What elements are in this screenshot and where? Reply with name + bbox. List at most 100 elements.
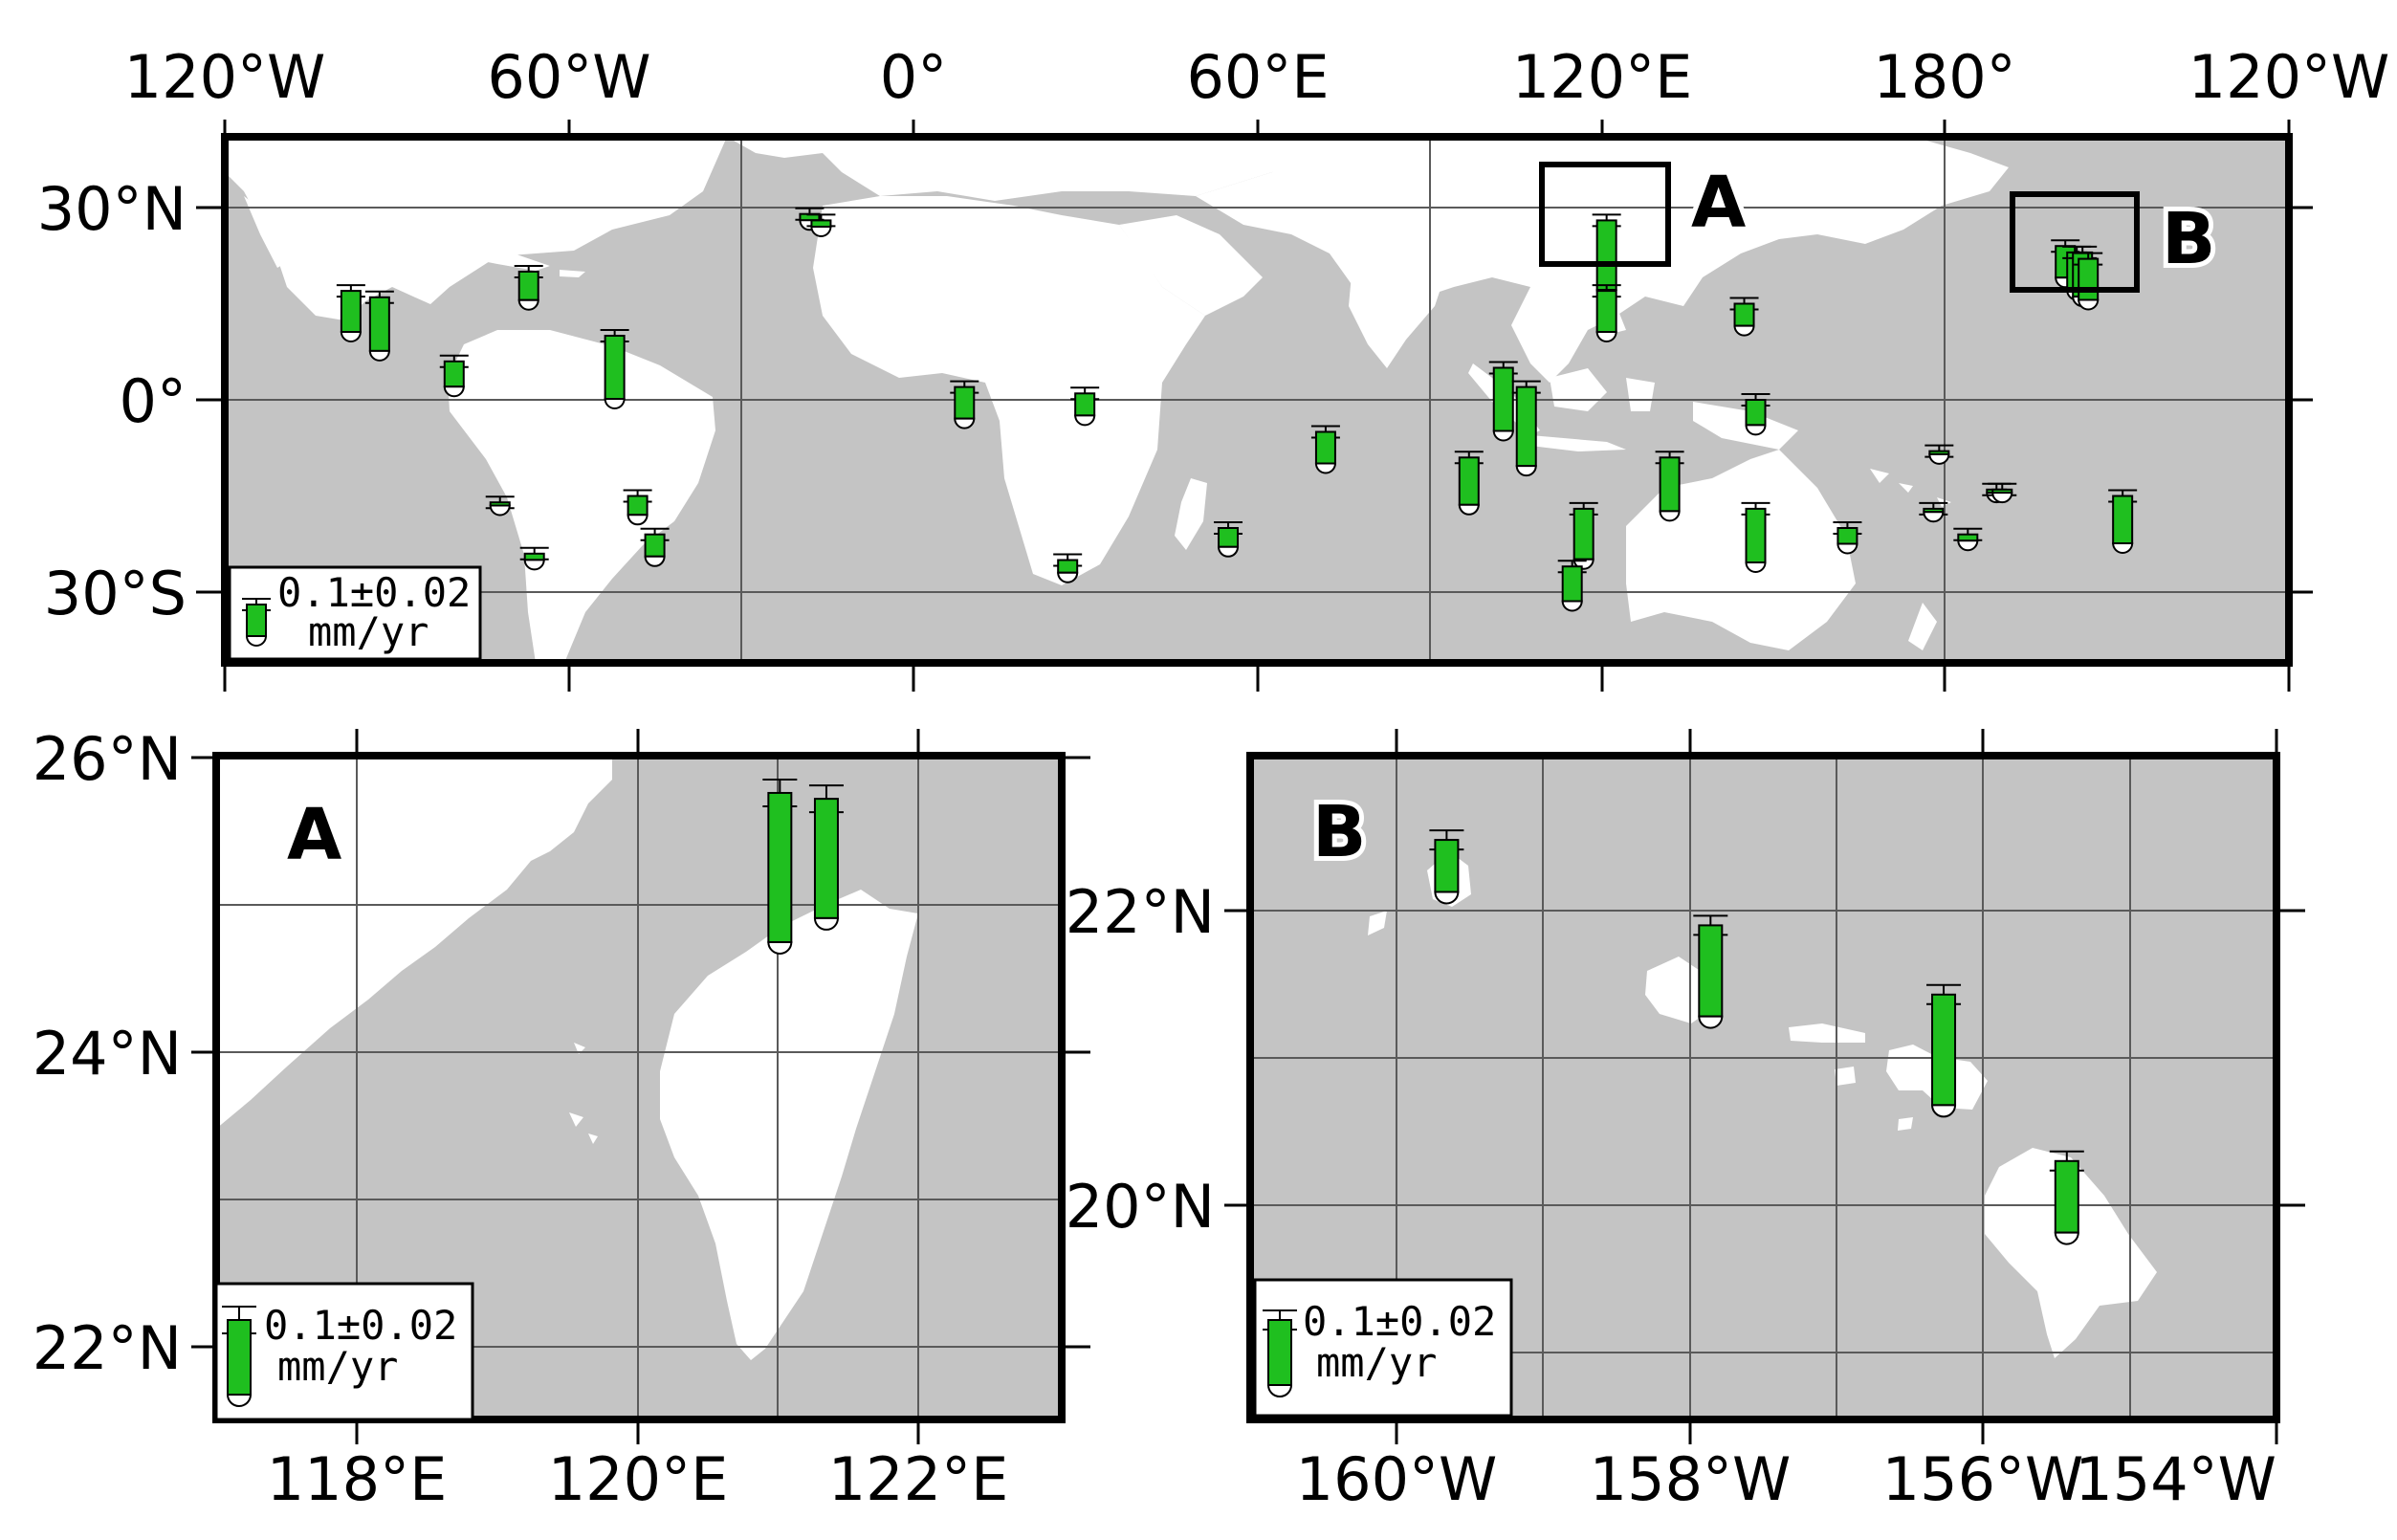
lanai-land (1835, 1067, 1856, 1086)
station-rate-bar (1454, 451, 1484, 516)
north-america-land (225, 137, 727, 320)
panel-a-y-tick-labels: 26°N 24°N 22°N (33, 724, 182, 1383)
station-rate-bar (806, 213, 836, 237)
taiwan-land (660, 890, 918, 1360)
station-rate-bar (600, 329, 629, 409)
main-legend-value: 0.1±0.02 (277, 569, 471, 616)
station-rate-bar (519, 546, 549, 571)
station-rate-bar (640, 527, 670, 567)
australia-land (1626, 450, 1856, 650)
panel-b-gridlines (1250, 756, 2276, 1419)
main-stations (336, 207, 2138, 612)
japan-land (1631, 177, 1712, 230)
panel-b-x-tick-labels: 160°W 158°W 156°W 154°W (1296, 1444, 2276, 1514)
arabia-land (1119, 215, 1263, 316)
panel-b: B 160°W 158°W 156°W 154°W 22°N 20°N 0.1±… (1066, 729, 2305, 1514)
main-xtick-label: 120°W (2188, 42, 2390, 112)
panel-a-axis-ticks (191, 729, 1090, 1444)
islands-a-land (569, 1043, 598, 1144)
station-rate-bar (1953, 527, 1983, 552)
caribbean-land (467, 251, 585, 277)
panel-b-legend-unit: mm/yr (1316, 1339, 1437, 1386)
station-rate-bar (1592, 284, 1621, 342)
baja-land (244, 196, 285, 268)
panel-a-label: A (287, 794, 341, 876)
station-rate-bar (1741, 393, 1770, 436)
niihau-land (1368, 911, 1387, 935)
main-xtick-label: 180° (1873, 42, 2015, 112)
panel-a-legend: 0.1±0.02 mm/yr (214, 1282, 474, 1421)
station-rate-bar (1569, 501, 1598, 570)
panel-a-x-tick-labels: 118°E 120°E 122°E (267, 1444, 1009, 1514)
africa-land (813, 196, 1205, 585)
station-rate-bar (1926, 983, 1962, 1118)
station-rate-bar (1214, 521, 1243, 558)
main-legend-unit: mm/yr (308, 608, 429, 655)
inset-label-a: A (1691, 162, 1746, 244)
station-rate-bar (1488, 361, 1518, 442)
main-gridlines (225, 137, 2289, 663)
panel-a-xtick-label: 118°E (267, 1444, 448, 1514)
inset-box-a (1539, 162, 1671, 267)
panel-b-legend-box (1253, 1278, 1513, 1418)
main-legend-symbol (242, 598, 271, 647)
panel-a-legend-box (214, 1282, 474, 1421)
main-y-tick-labels: 30°N 0° 30°S (37, 174, 187, 628)
main-xtick-label: 120°W (124, 42, 326, 112)
station-rate-bar (1988, 482, 2017, 504)
station-rate-bar (950, 380, 979, 429)
panel-a-xtick-label: 122°E (828, 1444, 1009, 1514)
station-rate-bar (2049, 1150, 2084, 1245)
madagascar-land (1175, 478, 1207, 550)
panel-b-xtick-label: 156°W (1882, 1444, 2084, 1514)
main-legend-box (228, 565, 482, 661)
station-rate-bar (1924, 444, 1954, 465)
panel-a-legend-value: 0.1±0.02 (264, 1302, 457, 1349)
main-xtick-label: 60°E (1186, 42, 1329, 112)
station-rate-bar (1729, 297, 1759, 337)
station-rate-bar (1655, 451, 1684, 522)
kahoolawe-land (1898, 1117, 1913, 1131)
station-rate-bar (808, 784, 844, 931)
oahu-land (1645, 957, 1712, 1023)
main-ytick-label: 30°N (37, 174, 187, 244)
europe-land (727, 137, 1358, 201)
station-rate-bar (1310, 425, 1340, 474)
station-rate-bar (1919, 501, 1948, 523)
station-rate-bar (1053, 553, 1083, 583)
panel-b-ytick-label: 22°N (1066, 877, 1215, 947)
panel-a: A 118°E 120°E 122°E 26°N 24°N 22°N 0.1±0… (33, 724, 1090, 1514)
station-rate-bar (1070, 386, 1100, 427)
main-legend: 0.1±0.02 mm/yr (228, 565, 482, 661)
main-land (225, 137, 2009, 663)
main-xtick-label: 60°W (487, 42, 650, 112)
panel-b-legend-value: 0.1±0.02 (1303, 1298, 1496, 1345)
main-xtick-label: 0° (880, 42, 947, 112)
panel-b-y-tick-labels: 22°N 20°N (1066, 877, 1215, 1242)
station-rate-bar (623, 489, 652, 526)
main-x-tick-labels: 120°W 60°W 0° 60°E 120°E 180° 120°W (124, 42, 2390, 112)
panel-b-label: B (1312, 791, 1366, 873)
molokai-land (1789, 1023, 1865, 1043)
station-rate-bar (514, 265, 543, 311)
india-land (1349, 253, 1444, 368)
main-axis-ticks (196, 120, 2313, 692)
panel-b-ytick-label: 20°N (1066, 1172, 1215, 1242)
station-rate-bar (336, 284, 365, 342)
panel-b-xtick-label: 160°W (1296, 1444, 1498, 1514)
pacific-islands-land (1870, 469, 1951, 507)
indonesia-land (1468, 363, 1798, 451)
panel-a-legend-unit: mm/yr (277, 1343, 398, 1390)
main-ytick-label: 30°S (44, 559, 187, 628)
station-rate-bar (2108, 489, 2138, 554)
station-rate-bar (1429, 829, 1464, 905)
inset-label-b: B (2162, 198, 2215, 280)
panel-b-legend-symbol (1263, 1309, 1297, 1397)
station-rate-bar (222, 1306, 256, 1407)
panel-b-frame (1246, 752, 2280, 1423)
hawaii-big-island-land (1985, 1148, 2157, 1358)
station-rate-bar (242, 598, 271, 647)
station-rate-bar (1833, 521, 1862, 555)
station-rate-bar (2074, 252, 2103, 311)
